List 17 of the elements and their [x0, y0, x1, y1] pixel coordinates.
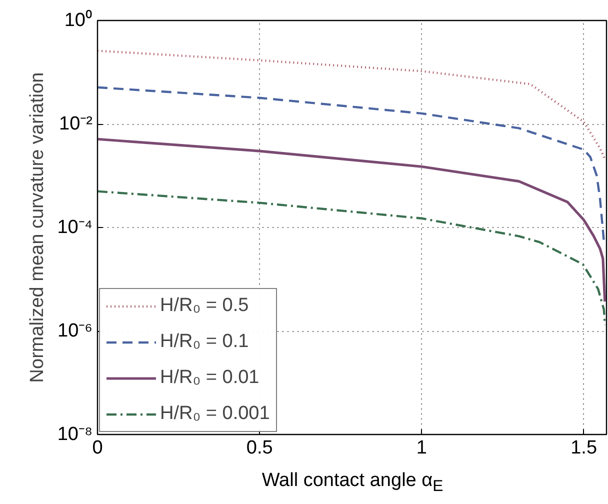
- legend-label: H/R₀ = 0.5: [160, 295, 249, 317]
- y-tick-label: 10⁰: [64, 9, 93, 31]
- x-axis-title: Wall contact angle α$_{E}$: [262, 470, 444, 497]
- y-tick-label: 10⁻⁸: [57, 424, 93, 445]
- x-tick-label: 0: [92, 438, 103, 458]
- line-series: [98, 86, 606, 242]
- x-tick-label: 1: [416, 438, 427, 458]
- x-tick-label: 0.5: [246, 438, 273, 458]
- y-axis-title: Normalized mean curvature variation: [27, 72, 48, 383]
- x-tick-label: 1.5: [570, 438, 598, 458]
- legend-label: H/R₀ = 0.01: [160, 367, 260, 389]
- y-tick-label: 10⁻⁶: [58, 320, 93, 342]
- y-tick-label: 10⁻⁴: [57, 217, 93, 238]
- y-tick-label: 10⁻²: [59, 114, 93, 134]
- legend-label: H/R₀ = 0.001: [160, 403, 270, 425]
- line-series: [98, 50, 606, 160]
- legend-label: H/R₀ = 0.1: [160, 331, 249, 353]
